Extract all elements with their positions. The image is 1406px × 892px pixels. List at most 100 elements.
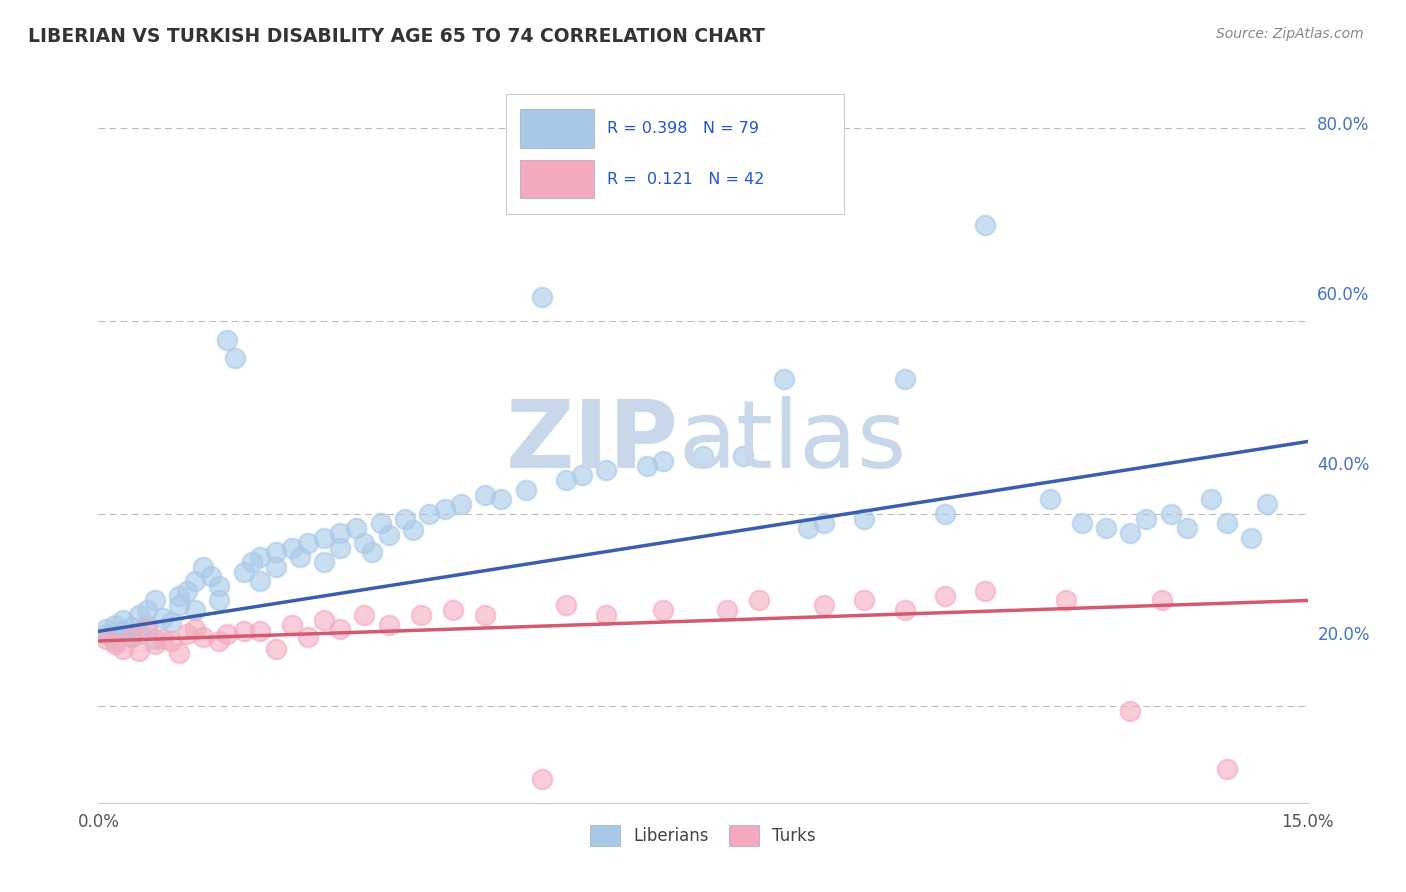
Point <box>377 617 399 632</box>
Point <box>176 627 198 641</box>
Point <box>893 603 915 617</box>
Point <box>394 511 416 525</box>
FancyBboxPatch shape <box>520 110 593 148</box>
Point <box>329 526 352 541</box>
Point <box>208 579 231 593</box>
Point <box>249 574 271 589</box>
Point <box>402 523 425 537</box>
Point <box>434 502 457 516</box>
Point <box>1240 531 1263 545</box>
Point <box>474 607 496 622</box>
Point <box>651 454 673 468</box>
Point <box>716 603 738 617</box>
Point <box>160 634 183 648</box>
Text: atlas: atlas <box>679 395 907 488</box>
Point <box>264 545 287 559</box>
Point <box>297 630 319 644</box>
Point <box>813 516 835 531</box>
Point <box>571 468 593 483</box>
Point <box>111 613 134 627</box>
Point <box>143 632 166 646</box>
Point <box>1054 593 1077 607</box>
Text: ZIP: ZIP <box>506 395 679 488</box>
Point <box>193 559 215 574</box>
Point <box>377 528 399 542</box>
Point <box>240 555 263 569</box>
Point <box>96 627 118 641</box>
Point <box>288 550 311 565</box>
Point <box>160 615 183 629</box>
Point <box>1135 511 1157 525</box>
Point <box>636 458 658 473</box>
Point <box>595 607 617 622</box>
Point <box>167 647 190 661</box>
Point <box>555 599 578 613</box>
Point <box>1216 762 1239 776</box>
Point <box>103 634 125 648</box>
Point <box>314 613 336 627</box>
Point <box>344 521 367 535</box>
Point <box>692 449 714 463</box>
Text: LIBERIAN VS TURKISH DISABILITY AGE 65 TO 74 CORRELATION CHART: LIBERIAN VS TURKISH DISABILITY AGE 65 TO… <box>28 27 765 45</box>
Point <box>264 559 287 574</box>
Point <box>120 630 142 644</box>
Point <box>193 630 215 644</box>
Point <box>135 603 157 617</box>
Text: R = 0.398   N = 79: R = 0.398 N = 79 <box>607 121 759 136</box>
Point <box>651 603 673 617</box>
Point <box>143 637 166 651</box>
Point <box>249 624 271 639</box>
Text: R =  0.121   N = 42: R = 0.121 N = 42 <box>607 171 765 186</box>
Point <box>176 583 198 598</box>
Point <box>1175 521 1198 535</box>
Point <box>491 492 513 507</box>
Point <box>1256 497 1278 511</box>
Point <box>111 641 134 656</box>
Point <box>1152 593 1174 607</box>
Point <box>1160 507 1182 521</box>
Point <box>314 555 336 569</box>
Point <box>450 497 472 511</box>
Point <box>167 589 190 603</box>
Point <box>595 463 617 477</box>
Point <box>797 521 820 535</box>
Point <box>96 632 118 646</box>
Point <box>281 617 304 632</box>
Point <box>120 620 142 634</box>
Point <box>515 483 537 497</box>
Point <box>353 535 375 549</box>
Point <box>264 641 287 656</box>
Point <box>1119 704 1142 718</box>
Point <box>329 541 352 555</box>
Point <box>184 623 207 637</box>
FancyBboxPatch shape <box>520 160 593 198</box>
Point <box>418 507 440 521</box>
Text: Source: ZipAtlas.com: Source: ZipAtlas.com <box>1216 27 1364 41</box>
Point <box>232 565 254 579</box>
Point <box>224 351 246 365</box>
Point <box>1119 526 1142 541</box>
Point <box>232 624 254 639</box>
Point <box>103 637 125 651</box>
Point <box>530 772 553 786</box>
Point <box>249 550 271 565</box>
Point <box>409 607 432 622</box>
Point <box>1216 516 1239 531</box>
Point <box>370 516 392 531</box>
Point <box>441 603 464 617</box>
Point <box>111 624 134 639</box>
Point <box>772 372 794 386</box>
Point <box>128 627 150 641</box>
Y-axis label: Disability Age 65 to 74: Disability Age 65 to 74 <box>0 339 8 544</box>
Point <box>184 574 207 589</box>
Point <box>1095 521 1118 535</box>
Point <box>128 643 150 657</box>
Point <box>934 589 956 603</box>
Point <box>555 473 578 487</box>
Point <box>217 627 239 641</box>
Point <box>208 593 231 607</box>
Point <box>748 593 770 607</box>
Point <box>143 593 166 607</box>
Point <box>217 334 239 348</box>
Point <box>530 290 553 304</box>
